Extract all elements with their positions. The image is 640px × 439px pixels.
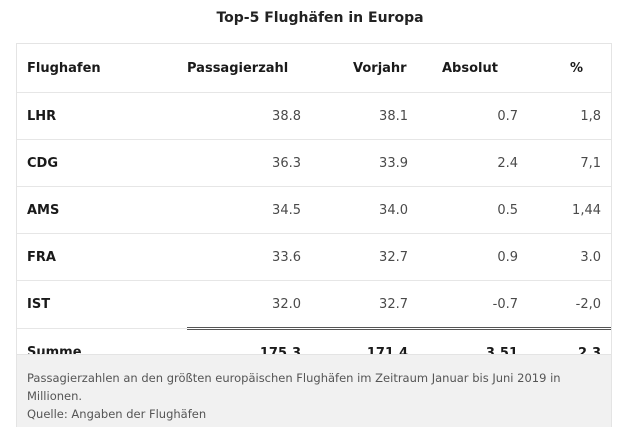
- table-row: AMS 34.5 34.0 0.5 1,44: [17, 186, 611, 234]
- table-row: FRA 33.6 32.7 0.9 3.0: [17, 233, 611, 281]
- cell-previous: 32.7: [315, 233, 422, 281]
- cell-absolute: -0.7: [422, 280, 532, 329]
- source-text: Quelle: Angaben der Flughäfen: [27, 407, 207, 421]
- cell-airport: IST: [17, 280, 187, 329]
- cell-absolute: 0.9: [422, 233, 532, 281]
- cell-airport: LHR: [17, 92, 187, 140]
- cell-percent: 3.0: [532, 233, 611, 281]
- cell-percent: 1,8: [532, 92, 611, 140]
- table-title: Top-5 Flughäfen in Europa: [216, 10, 424, 26]
- cell-passengers: 36.3: [187, 139, 315, 187]
- table-row: LHR 38.8 38.1 0.7 1,8: [17, 92, 611, 140]
- cell-airport: FRA: [17, 233, 187, 281]
- cell-percent: 7,1: [532, 139, 611, 187]
- table-row: CDG 36.3 33.9 2.4 7,1: [17, 139, 611, 187]
- cell-passengers: 32.0: [187, 280, 315, 329]
- cell-absolute: 0.5: [422, 186, 532, 234]
- table-header-row: Flughafen Passagierzahl Vorjahr Absolut …: [17, 44, 611, 93]
- cell-passengers: 34.5: [187, 186, 315, 234]
- column-header-passengers: Passagierzahl: [187, 60, 289, 76]
- column-header-percent: %: [570, 60, 584, 76]
- column-header-previous: Vorjahr: [353, 60, 407, 76]
- table-footnote: Passagierzahlen an den größten europäisc…: [17, 354, 611, 427]
- cell-airport: AMS: [17, 186, 187, 234]
- cell-passengers: 33.6: [187, 233, 315, 281]
- cell-airport: CDG: [17, 139, 187, 187]
- cell-previous: 32.7: [315, 280, 422, 329]
- airport-table: Flughafen Passagierzahl Vorjahr Absolut …: [17, 44, 611, 376]
- cell-previous: 38.1: [315, 92, 422, 140]
- column-header-absolute: Absolut: [442, 60, 498, 76]
- cell-percent: 1,44: [532, 186, 611, 234]
- cell-previous: 34.0: [315, 186, 422, 234]
- column-header-airport: Flughafen: [27, 60, 101, 76]
- footnote-text: Passagierzahlen an den größten europäisc…: [27, 371, 561, 403]
- table-row: IST 32.0 32.7 -0.7 -2,0: [17, 280, 611, 329]
- cell-passengers: 38.8: [187, 92, 315, 140]
- cell-previous: 33.9: [315, 139, 422, 187]
- cell-absolute: 0.7: [422, 92, 532, 140]
- table-card: Flughafen Passagierzahl Vorjahr Absolut …: [16, 43, 612, 427]
- cell-percent: -2,0: [532, 280, 611, 329]
- cell-absolute: 2.4: [422, 139, 532, 187]
